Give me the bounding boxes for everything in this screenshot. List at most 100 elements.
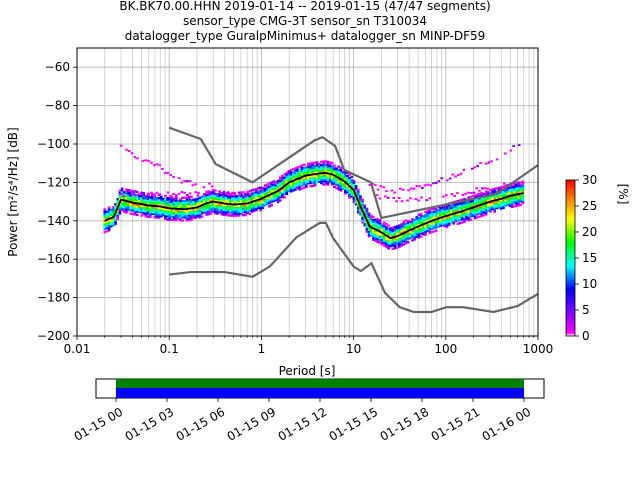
density-cell bbox=[356, 204, 360, 208]
density-cell-sparse bbox=[130, 192, 134, 195]
density-cell bbox=[463, 219, 466, 222]
density-cell bbox=[309, 170, 312, 173]
density-cell bbox=[287, 183, 291, 186]
density-cell bbox=[322, 178, 325, 181]
density-cell bbox=[393, 237, 397, 240]
density-cell bbox=[120, 208, 124, 211]
density-cell bbox=[287, 170, 291, 173]
density-cell bbox=[515, 185, 518, 188]
density-cell bbox=[198, 213, 202, 216]
density-cell bbox=[434, 222, 438, 226]
density-cell bbox=[365, 215, 369, 219]
density-cell-sparse bbox=[414, 198, 418, 201]
density-cell bbox=[146, 200, 150, 204]
density-cell bbox=[304, 169, 308, 172]
density-cell bbox=[419, 235, 423, 238]
density-cell bbox=[287, 179, 291, 183]
density-cell bbox=[419, 215, 423, 219]
density-cell bbox=[317, 164, 321, 167]
density-cell bbox=[367, 230, 371, 233]
density-cell bbox=[222, 212, 226, 215]
density-cell bbox=[512, 182, 516, 185]
density-cell bbox=[105, 212, 109, 215]
density-cell bbox=[213, 197, 217, 200]
density-cell bbox=[510, 197, 514, 200]
density-cell bbox=[157, 214, 161, 218]
density-cell bbox=[428, 213, 432, 217]
density-cell bbox=[133, 208, 137, 211]
density-cell bbox=[125, 198, 128, 201]
density-cell bbox=[172, 212, 176, 215]
density-cell bbox=[387, 239, 390, 242]
density-cell bbox=[177, 215, 180, 219]
density-cell bbox=[270, 204, 273, 207]
plot-background bbox=[77, 48, 538, 336]
density-cell bbox=[268, 188, 271, 192]
density-cell bbox=[374, 234, 377, 238]
density-cell bbox=[181, 206, 185, 209]
density-cell bbox=[387, 227, 390, 230]
density-cell bbox=[222, 205, 226, 208]
density-cell bbox=[177, 201, 180, 204]
density-cell bbox=[502, 185, 505, 188]
density-cell bbox=[380, 234, 384, 238]
density-cell bbox=[521, 198, 525, 201]
density-cell bbox=[235, 201, 239, 204]
density-cell bbox=[417, 226, 421, 229]
density-cell bbox=[346, 191, 349, 194]
y-tick-label: −140 bbox=[37, 214, 70, 228]
density-cell bbox=[424, 214, 427, 217]
density-cell bbox=[276, 196, 280, 199]
density-cell bbox=[209, 191, 213, 194]
density-cell bbox=[239, 191, 243, 194]
density-cell bbox=[408, 230, 412, 233]
density-cell bbox=[203, 211, 206, 214]
density-cell bbox=[398, 224, 401, 227]
density-cell bbox=[179, 202, 182, 206]
density-cell bbox=[398, 230, 401, 234]
density-cell bbox=[408, 227, 412, 230]
density-cell bbox=[311, 181, 315, 184]
density-cell bbox=[326, 162, 330, 165]
density-cell bbox=[311, 165, 315, 168]
density-cell-sparse bbox=[517, 144, 521, 147]
density-cell bbox=[109, 213, 113, 216]
density-cell bbox=[328, 166, 332, 169]
density-cell bbox=[510, 205, 514, 209]
density-cell bbox=[250, 207, 254, 210]
density-cell bbox=[187, 200, 191, 204]
density-cell bbox=[116, 202, 120, 206]
density-cell bbox=[439, 221, 442, 224]
density-cell bbox=[133, 198, 137, 201]
density-cell bbox=[517, 202, 520, 205]
density-cell bbox=[372, 225, 375, 228]
density-cell-sparse bbox=[186, 194, 189, 197]
density-cell bbox=[361, 206, 364, 209]
density-cell bbox=[187, 205, 191, 209]
density-cell bbox=[400, 234, 403, 237]
density-cell bbox=[237, 209, 241, 212]
density-cell bbox=[460, 214, 464, 218]
density-cell bbox=[311, 163, 315, 166]
density-cell bbox=[270, 184, 273, 187]
density-cell bbox=[187, 212, 191, 215]
density-cell bbox=[112, 224, 115, 227]
density-cell bbox=[339, 187, 343, 191]
density-cell bbox=[521, 188, 525, 192]
density-cell bbox=[413, 230, 416, 233]
density-cell bbox=[376, 217, 380, 221]
density-cell bbox=[484, 208, 488, 211]
density-cell bbox=[484, 191, 488, 195]
density-cell bbox=[207, 196, 211, 200]
density-cell bbox=[125, 194, 128, 198]
density-cell bbox=[263, 192, 267, 195]
density-cell bbox=[452, 204, 455, 207]
density-cell bbox=[226, 194, 230, 197]
density-cell bbox=[465, 215, 468, 218]
density-cell bbox=[471, 208, 475, 211]
density-cell bbox=[393, 247, 397, 250]
density-cell bbox=[233, 196, 237, 200]
density-cell bbox=[478, 215, 481, 218]
density-cell bbox=[235, 199, 239, 203]
density-cell bbox=[276, 194, 280, 197]
